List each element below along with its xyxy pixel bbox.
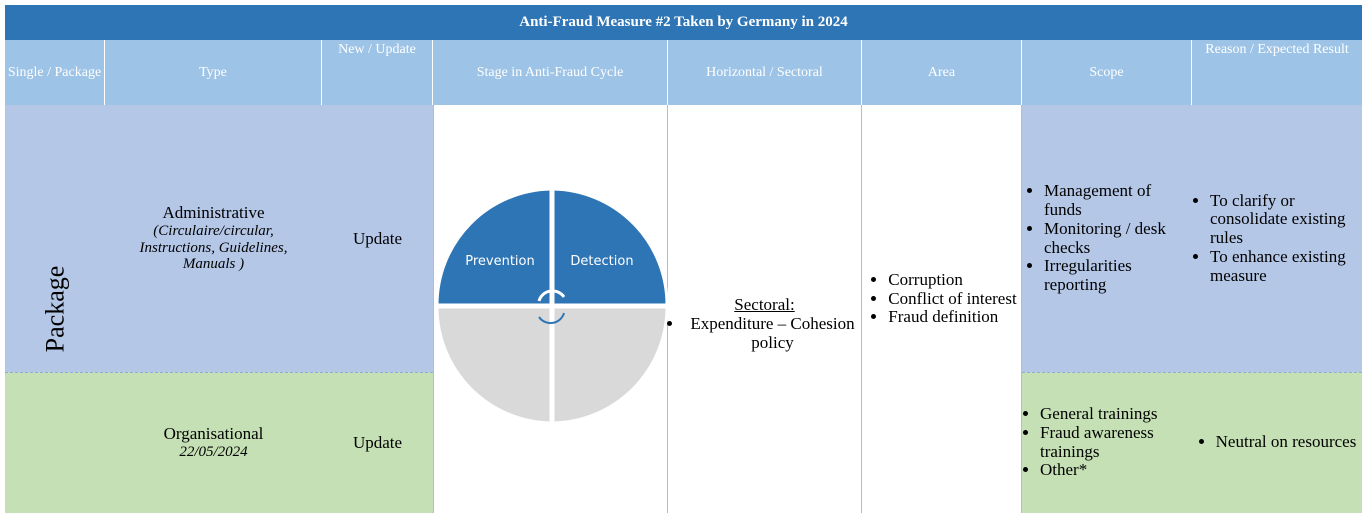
header: Type xyxy=(105,40,322,105)
prevention-label: Prevention xyxy=(465,254,535,269)
header: Reason / Expected Result xyxy=(1192,40,1362,105)
list-item: To clarify or consolidate existing rules xyxy=(1210,191,1362,248)
list-item: Fraud awareness trainings xyxy=(1040,423,1192,461)
sectoral-label: Sectoral: xyxy=(734,295,795,315)
reason-cell: Neutral on resources xyxy=(1192,372,1362,513)
list-item: Neutral on resources xyxy=(1216,432,1357,452)
list-item: To enhance existing measure xyxy=(1210,247,1362,285)
area-cell: CorruptionConflict of interestFraud defi… xyxy=(862,105,1022,513)
row-separator xyxy=(1022,372,1362,373)
row-separator xyxy=(5,372,433,373)
list-item: Fraud definition xyxy=(888,308,1016,327)
type-cell: Organisational 22/05/2024 xyxy=(105,372,322,513)
header-text: Area xyxy=(927,64,956,80)
new-update-cell: Update xyxy=(322,372,433,513)
header-text: Reason / Expected Result xyxy=(1205,42,1349,57)
header: Horizontal / Sectoral xyxy=(668,40,862,105)
type-detail: 22/05/2024 xyxy=(179,443,248,460)
header: Scope xyxy=(1022,40,1192,105)
type: Organisational xyxy=(163,423,264,443)
header-text: New / Update xyxy=(338,42,416,57)
detection-quadrant xyxy=(551,187,669,307)
package-cell: Package xyxy=(5,105,105,513)
list-item: Other* xyxy=(1040,460,1192,480)
horizontal-cell: Sectoral: Expenditure – Cohesion policy xyxy=(668,105,862,513)
list-item: Monitoring / desk checks xyxy=(1044,219,1192,257)
list-item: Conflict of interest xyxy=(888,289,1016,309)
list-item: Management of funds xyxy=(1044,181,1192,219)
scope-cell: Management of fundsMonitoring / desk che… xyxy=(1022,105,1192,372)
header: Single / Package xyxy=(5,40,105,105)
type-cell: Administrative (Circulaire/circular, Ins… xyxy=(105,105,322,372)
header: Area xyxy=(862,40,1022,105)
list-item: Corruption xyxy=(888,270,1016,290)
package-label: Package xyxy=(40,265,69,353)
cycle-diagram: Prevention Detection xyxy=(435,187,669,425)
list-item: General trainings xyxy=(1040,404,1192,424)
reason-list: Neutral on resources xyxy=(1198,432,1357,452)
area-list: CorruptionConflict of interestFraud defi… xyxy=(866,270,1016,327)
horizontal-list: Expenditure – Cohesion policy xyxy=(668,314,861,352)
header-text: Stage in Anti-Fraud Cycle xyxy=(476,64,624,80)
reason-list: To clarify or consolidate existing rules… xyxy=(1192,191,1362,285)
scope-cell: General trainingsFraud awareness trainin… xyxy=(1022,372,1192,513)
stage-cell: Prevention Detection xyxy=(433,105,669,513)
prevention-quadrant xyxy=(435,187,553,307)
detection-label: Detection xyxy=(570,254,633,269)
header-text: Scope xyxy=(1089,64,1124,80)
type: Administrative xyxy=(162,203,265,223)
scope-list: Management of fundsMonitoring / desk che… xyxy=(1022,181,1192,294)
list-item: Irregularities reporting xyxy=(1044,256,1192,294)
new-update: Update xyxy=(352,432,403,452)
title: Anti-Fraud Measure #2 Taken by Germany i… xyxy=(519,14,848,30)
quadrant xyxy=(551,305,669,425)
header-text: Single / Package xyxy=(7,64,102,80)
header: Stage in Anti-Fraud Cycle xyxy=(433,40,668,105)
quadrant xyxy=(435,305,553,425)
header: New / Update xyxy=(322,40,433,105)
header-text: Horizontal / Sectoral xyxy=(706,64,823,80)
header-text: Type xyxy=(199,64,227,80)
cell-bg xyxy=(5,372,105,513)
title-bar: Anti-Fraud Measure #2 Taken by Germany i… xyxy=(5,5,1362,40)
new-update: Update xyxy=(352,228,403,248)
scope-list: General trainingsFraud awareness trainin… xyxy=(1022,404,1192,480)
list-item: Expenditure – Cohesion policy xyxy=(684,314,861,352)
cycle-arrow xyxy=(538,312,565,325)
reason-cell: To clarify or consolidate existing rules… xyxy=(1192,105,1362,372)
cell-bg xyxy=(5,105,105,372)
cycle-arrow xyxy=(537,289,566,302)
type-detail: (Circulaire/circular, Instructions, Guid… xyxy=(139,223,288,273)
new-update-cell: Update xyxy=(322,105,433,372)
